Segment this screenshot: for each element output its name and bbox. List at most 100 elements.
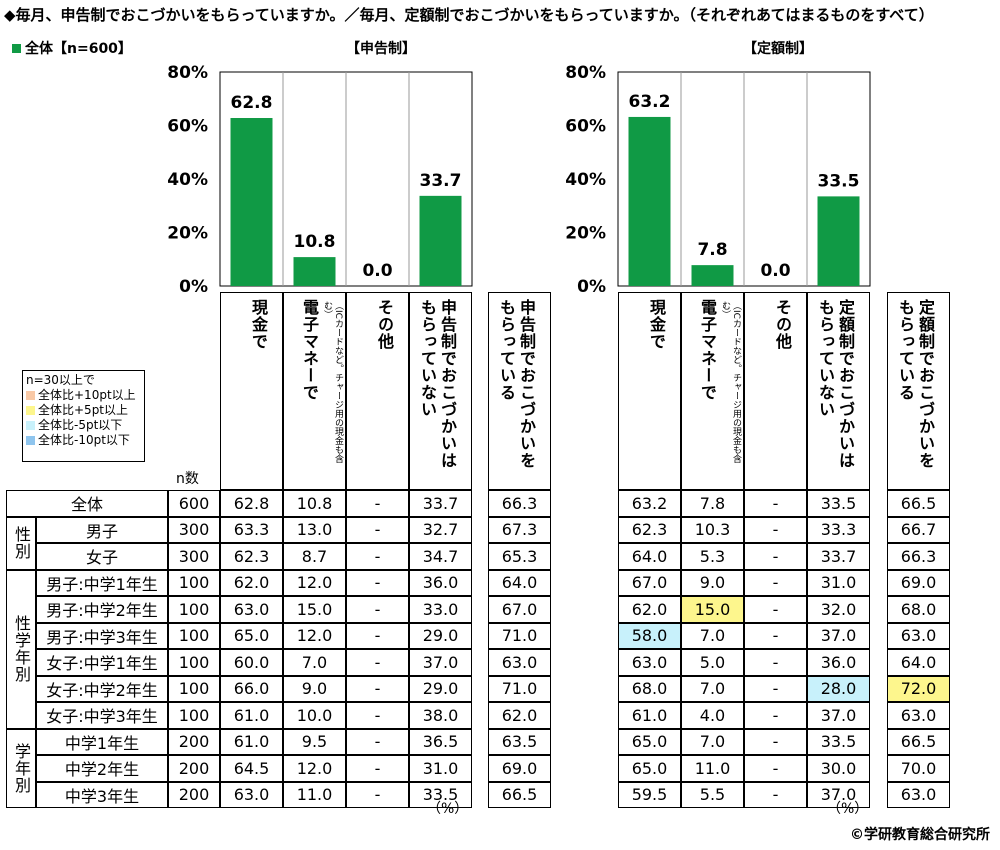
data-cell: 66.5: [887, 728, 950, 755]
data-cell: 7.8: [681, 490, 744, 517]
data-cell: 5.0: [681, 649, 744, 676]
n-cell: 100: [168, 622, 220, 649]
y-tick-label: 80%: [565, 63, 606, 83]
data-cell: 59.5: [618, 781, 681, 808]
row-group-label: 性学年別: [6, 569, 36, 729]
data-cell: 58.0: [618, 622, 681, 649]
data-cell: 63.5: [488, 728, 551, 755]
data-cell: -: [346, 781, 409, 808]
data-cell: 4.0: [681, 702, 744, 729]
highlight-swatch: [26, 436, 35, 445]
highlight-legend-item: 全体比+5pt以上: [26, 403, 141, 418]
bar-value-label: 62.8: [231, 93, 273, 113]
data-cell: 10.3: [681, 516, 744, 543]
n-cell: 200: [168, 781, 220, 808]
row-group-label-text: 性学年別: [12, 615, 31, 683]
data-cell: 71.0: [488, 675, 551, 702]
data-cell: 36.5: [409, 728, 472, 755]
data-cell: 66.5: [488, 781, 551, 808]
data-cell: 33.7: [409, 490, 472, 517]
column-header: 電子マネーで （ICカードなど。チャージ用の現金も含む）: [681, 292, 744, 490]
data-cell: 9.0: [283, 675, 346, 702]
data-cell: 12.0: [283, 622, 346, 649]
y-tick-label: 40%: [565, 170, 606, 190]
data-cell: 63.0: [220, 596, 283, 623]
column-header: 申告制でおこづかいはもらっていない: [409, 292, 472, 490]
data-cell: 63.0: [488, 649, 551, 676]
data-cell: 62.0: [220, 569, 283, 596]
data-cell: 5.5: [681, 781, 744, 808]
data-cell: 63.2: [618, 490, 681, 517]
data-cell: 12.0: [283, 755, 346, 782]
data-cell: 38.0: [409, 702, 472, 729]
data-cell: 67.3: [488, 516, 551, 543]
data-cell: 15.0: [283, 596, 346, 623]
data-cell: -: [346, 490, 409, 517]
data-cell: -: [744, 569, 807, 596]
highlight-swatch: [26, 421, 35, 430]
data-cell: 62.3: [220, 543, 283, 570]
data-cell: 64.5: [220, 755, 283, 782]
data-cell: 64.0: [887, 649, 950, 676]
data-cell: -: [744, 728, 807, 755]
row-label: 女子:中学2年生: [36, 675, 168, 702]
y-tick-label: 20%: [565, 224, 606, 244]
data-cell: 72.0: [887, 675, 950, 702]
column-header: その他: [744, 292, 807, 490]
highlight-swatch: [26, 391, 35, 400]
row-label: 女子:中学3年生: [36, 702, 168, 729]
data-cell: 69.0: [488, 755, 551, 782]
data-cell: 33.0: [409, 596, 472, 623]
page-title: ◆毎月、申告制でおこづかいをもらっていますか。／毎月、定額制でおこづかいをもらっ…: [4, 6, 934, 24]
data-cell: 68.0: [887, 596, 950, 623]
data-cell: 62.0: [488, 702, 551, 729]
data-cell: -: [744, 490, 807, 517]
data-cell: 65.0: [220, 622, 283, 649]
data-cell: 66.3: [887, 543, 950, 570]
n-cell: 600: [168, 490, 220, 517]
data-cell: 60.0: [220, 649, 283, 676]
row-label: 男子:中学3年生: [36, 622, 168, 649]
data-cell: 33.5: [409, 781, 472, 808]
data-cell: 33.3: [807, 516, 870, 543]
data-cell: -: [744, 622, 807, 649]
column-header-extra: 定額制でおこづかいをもらっている: [887, 292, 950, 490]
n-cell: 100: [168, 569, 220, 596]
data-cell: 10.0: [283, 702, 346, 729]
data-cell: 71.0: [488, 622, 551, 649]
column-header-text: 現金で: [249, 299, 268, 350]
data-cell: 62.8: [220, 490, 283, 517]
bar: [817, 196, 860, 286]
bar-value-label: 33.7: [420, 171, 462, 191]
data-cell: 65.3: [488, 543, 551, 570]
data-cell: 32.0: [807, 596, 870, 623]
data-cell: 33.5: [807, 490, 870, 517]
data-cell: 62.3: [618, 516, 681, 543]
column-header: その他: [346, 292, 409, 490]
column-header: 現金で: [618, 292, 681, 490]
data-cell: 70.0: [887, 755, 950, 782]
column-header: 定額制でおこづかいはもらっていない: [807, 292, 870, 490]
y-tick-label: 0%: [179, 277, 208, 297]
data-cell: -: [346, 702, 409, 729]
data-cell: 61.0: [220, 702, 283, 729]
bar-value-label: 10.8: [294, 232, 336, 252]
column-header-extra-text: 申告制でおこづかいをもらっている: [497, 299, 536, 469]
column-header-text: 電子マネーで: [300, 299, 319, 401]
highlight-swatch: [26, 406, 35, 415]
n-cell: 100: [168, 596, 220, 623]
data-cell: 65.0: [618, 755, 681, 782]
data-cell: 68.0: [618, 675, 681, 702]
n-cell: 300: [168, 543, 220, 570]
n-cell: 100: [168, 702, 220, 729]
data-cell: 31.0: [409, 755, 472, 782]
data-cell: 66.0: [220, 675, 283, 702]
n-cell: 100: [168, 675, 220, 702]
column-header-text: その他: [375, 299, 394, 350]
highlight-legend-item: 全体比-10pt以下: [26, 433, 141, 448]
row-label: 女子: [36, 543, 168, 570]
data-cell: -: [346, 516, 409, 543]
row-group-label: 性別: [6, 516, 36, 570]
data-cell: -: [346, 728, 409, 755]
data-cell: -: [346, 649, 409, 676]
